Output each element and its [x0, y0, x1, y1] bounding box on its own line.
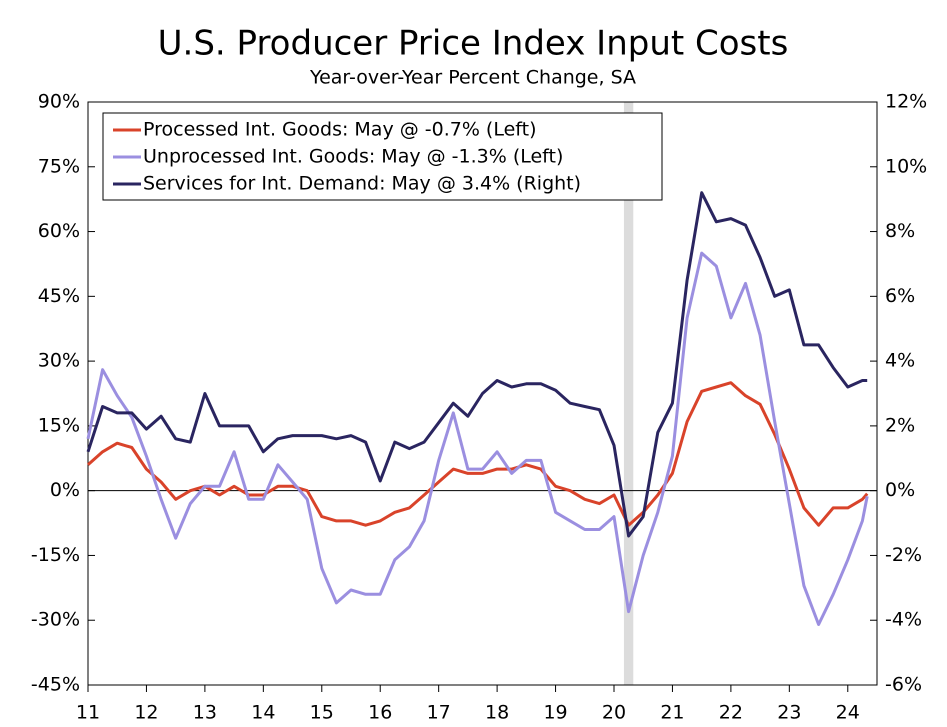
x-tick-label: 14: [251, 702, 275, 724]
x-tick-label: 22: [719, 702, 743, 724]
plot-frame: [87, 101, 878, 686]
x-tick-label: 24: [836, 702, 860, 724]
y-tick-label: 90%: [38, 91, 80, 113]
legend-box: [102, 112, 663, 201]
y2-tick-label: -6%: [885, 674, 922, 696]
x-tick-label: 11: [76, 702, 100, 724]
series-line: [86, 191, 868, 538]
x-tick-label: 12: [134, 702, 158, 724]
y-tick-label: 60%: [38, 220, 80, 242]
y2-tick-label: -4%: [885, 609, 922, 631]
x-tick-label: 19: [543, 702, 567, 724]
y-tick-label: -45%: [31, 674, 80, 696]
y-tick-label: 45%: [38, 285, 80, 307]
y-tick-label: 0%: [50, 479, 80, 501]
y-tick-label: -30%: [31, 609, 80, 631]
x-tick-label: 23: [777, 702, 801, 724]
y2-tick-label: 8%: [885, 220, 915, 242]
y-tick-label: 75%: [38, 155, 80, 177]
legend-label: Processed Int. Goods: May @ -0.7% (Left): [143, 119, 537, 141]
y2-tick-label: 10%: [885, 155, 927, 177]
y2-tick-label: 2%: [885, 414, 915, 436]
x-tick-label: 18: [485, 702, 509, 724]
x-tick-label: 17: [427, 702, 451, 724]
legend-label: Services for Int. Demand: May @ 3.4% (Ri…: [143, 173, 581, 195]
x-tick-label: 15: [310, 702, 334, 724]
y2-tick-label: 4%: [885, 350, 915, 372]
x-tick-label: 21: [660, 702, 684, 724]
y2-tick-label: 0%: [885, 479, 915, 501]
chart-title: U.S. Producer Price Index Input Costs: [158, 24, 789, 64]
y2-tick-label: 12%: [885, 91, 927, 113]
y2-tick-label: -2%: [885, 544, 922, 566]
y-tick-label: 30%: [38, 350, 80, 372]
y-tick-label: -15%: [31, 544, 80, 566]
legend-label: Unprocessed Int. Goods: May @ -1.3% (Lef…: [143, 146, 563, 168]
chart-subtitle: Year-over-Year Percent Change, SA: [309, 67, 636, 89]
series-line: [87, 381, 869, 527]
y-tick-label: 15%: [38, 414, 80, 436]
x-tick-label: 13: [193, 702, 217, 724]
x-tick-label: 16: [368, 702, 392, 724]
recession-shade: [623, 102, 634, 685]
series-line: [86, 251, 869, 626]
y2-tick-label: 6%: [885, 285, 915, 307]
x-tick-label: 20: [602, 702, 626, 724]
